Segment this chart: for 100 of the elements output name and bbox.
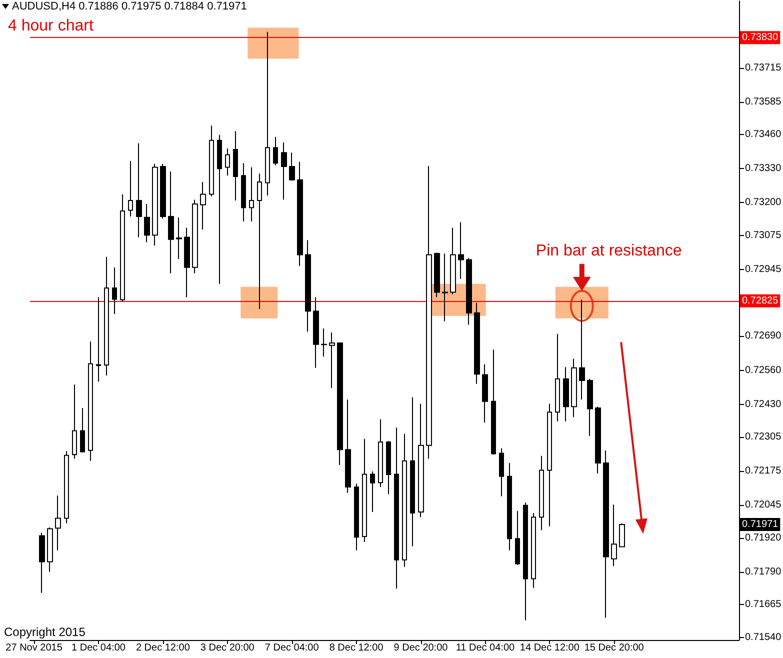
y-tick-label: 0.73330 [745,163,782,174]
candlestick [531,512,536,588]
candlestick [152,163,158,246]
annotation: 4 hour chart [8,18,94,34]
candlestick [80,407,85,453]
candlestick [539,455,544,531]
x-tick-label: 27 Nov 2015 [6,642,63,654]
y-tick-label: 0.71540 [745,632,782,643]
y-tick-label: 0.72305 [745,432,782,443]
candlestick [402,433,407,568]
candlestick [603,450,609,618]
y-tick-label: 0.72945 [745,264,782,275]
candlestick [39,532,45,594]
candlestick [184,227,190,298]
candlestick [136,142,142,238]
candlestick [47,526,53,572]
candlestick [611,504,617,567]
x-tick-label: 7 Dec 04:00 [264,642,320,654]
chart-title: AUDUSD,H4 0.71886 0.71975 0.71884 0.71971 [12,0,247,12]
candlestick [547,403,552,527]
candlestick [337,342,343,466]
ref-line-label: 0.72825 [742,295,779,306]
candlestick [410,396,415,547]
x-tick-label: 11 Dec 04:00 [456,642,516,654]
candlestick [378,418,383,488]
candlestick [313,296,319,368]
candlestick [394,427,399,590]
x-tick-label: 2 Dec 12:00 [136,642,190,654]
candlestick [160,163,166,220]
y-tick-label: 0.72175 [745,466,782,477]
candlestick [362,438,367,543]
annotation: Copyright 2015 [4,625,86,639]
x-tick-label: 3 Dec 20:00 [200,642,255,654]
x-tick-label: 14 Dec 12:00 [520,642,580,654]
y-tick-label: 0.73075 [745,230,782,241]
candlestick [225,148,230,176]
candlestick [104,256,109,376]
candlestick [587,378,593,436]
candlestick [370,470,375,512]
y-tick-label: 0.72560 [745,364,782,376]
candlestick [329,332,335,389]
candlestick [482,364,488,424]
candlestick [168,170,174,274]
y-tick-label: 0.71920 [745,532,782,544]
candlestick [466,258,472,326]
candlestick [233,130,238,202]
candlestick [96,296,101,382]
candlestick [450,227,456,295]
candlestick [249,166,254,222]
candlestick [619,522,625,548]
candlestick [555,333,560,422]
candlestick [442,252,448,322]
candlestick [120,194,125,302]
y-tick-label: 0.73585 [745,96,782,108]
x-tick-label: 9 Dec 20:00 [394,642,448,654]
candlestick [200,181,206,230]
x-tick-label: 15 Dec 20:00 [584,642,644,654]
candlestick [579,299,585,400]
candlestick [192,199,198,274]
candlestick [217,134,222,284]
x-tick-label: 8 Dec 12:00 [329,642,384,654]
candlestick [297,161,303,267]
y-tick-label: 0.72430 [745,398,782,410]
candlestick [571,358,577,418]
y-tick-label: 0.71665 [745,599,782,610]
candlestick [418,403,424,518]
candlestick [491,349,496,456]
candlestick [458,222,464,280]
ref-line-label: 0.73830 [742,32,779,44]
candlestick [72,384,77,460]
candlestick [523,502,528,621]
candlestick [289,152,295,182]
candlestick [112,266,117,314]
candlestick [257,173,262,310]
candlestick [345,399,351,494]
candlestick [176,216,182,260]
candlestick [386,440,391,495]
candlestick [128,160,133,218]
candlestick [474,302,480,384]
y-tick-label: 0.72045 [745,500,782,511]
candlestick [273,136,278,166]
text: 0.71971 [742,519,779,530]
candlestick [88,340,93,462]
y-tick-label: 0.73715 [745,62,782,74]
candlestick [563,366,569,422]
candlestick [499,448,504,497]
candlestick [241,162,246,222]
candlestick [64,450,69,524]
y-tick-label: 0.73200 [745,197,782,208]
candlestick [305,240,311,332]
candlestick [434,252,440,298]
x-tick-label: 1 Dec 04:00 [72,642,126,654]
candlestick [515,510,520,566]
y-tick-label: 0.72690 [745,330,782,342]
annotation: Pin bar at resistance [536,242,682,260]
candlestick [281,142,287,200]
candlestick [55,494,61,551]
candlestick [595,406,601,474]
candlestick [209,125,214,197]
candlestick [426,165,432,460]
